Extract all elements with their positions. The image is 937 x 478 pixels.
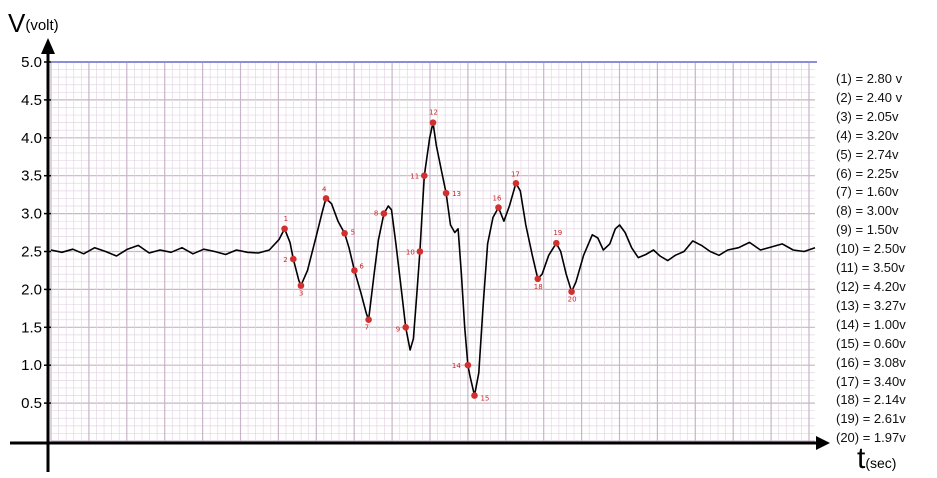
point-marker-13	[442, 189, 450, 197]
legend-entry: (5) = 2.74v	[836, 146, 899, 162]
legend-entry: (4) = 3.20v	[836, 127, 899, 143]
point-label-19: 19	[553, 229, 562, 237]
legend-entry: (12) = 4.20v	[836, 278, 906, 294]
x-axis-unit: (sec)	[865, 455, 897, 471]
point-marker-16	[495, 204, 502, 211]
legend-entry: (13) = 3.27v	[836, 297, 906, 313]
legend-entry: (11) = 3.50v	[836, 260, 905, 276]
point-label-18: 18	[534, 283, 543, 291]
legend-entry: (3) = 2.05v	[836, 108, 899, 124]
y-tick-label: 2.5	[21, 244, 42, 261]
point-marker-2	[289, 255, 297, 263]
y-tick-label: 4.5	[21, 92, 42, 109]
point-marker-10	[416, 248, 424, 255]
point-label-20: 20	[568, 296, 577, 304]
y-tick-label: 0.5	[21, 395, 42, 412]
point-marker-12	[429, 119, 437, 126]
legend-entry: (9) = 1.50v	[836, 222, 899, 238]
voltage-chart: 0.51.01.52.02.53.03.54.04.55.0 123456789…	[8, 8, 830, 472]
x-axis-title-block: t(sec)	[857, 442, 896, 476]
point-marker-8	[380, 210, 388, 217]
legend-entry: (18) = 2.14v	[836, 392, 906, 408]
point-marker-4	[322, 195, 330, 202]
legend-entry: (19) = 2.61v	[836, 411, 906, 427]
y-tick-label: 5.0	[21, 54, 42, 71]
legend-entry: (20) = 1.97v	[836, 430, 906, 446]
legend-entry: (6) = 2.25v	[836, 165, 899, 181]
x-axis-label: t	[857, 442, 866, 475]
point-label-4: 4	[322, 185, 327, 193]
point-marker-5	[341, 230, 348, 237]
point-marker-7	[365, 316, 372, 324]
point-label-16: 16	[492, 195, 501, 203]
y-tick-label: 4.0	[21, 130, 42, 147]
x-axis-arrow-icon	[816, 436, 830, 450]
legend-entry: (14) = 1.00v	[836, 316, 906, 332]
point-label-15: 15	[480, 395, 489, 403]
point-marker-18	[534, 275, 542, 283]
point-label-5: 5	[351, 228, 355, 236]
point-label-11: 11	[410, 173, 419, 181]
point-marker-20	[568, 288, 575, 295]
point-label-13: 13	[452, 190, 461, 198]
point-marker-3	[297, 282, 305, 289]
y-tick-label: 1.0	[21, 357, 42, 374]
y-tick-label: 3.0	[21, 206, 42, 223]
legend-entry: (16) = 3.08v	[836, 354, 906, 370]
legend-entry: (2) = 2.40 v	[836, 89, 903, 105]
point-label-6: 6	[359, 262, 364, 270]
y-tick-label: 1.5	[21, 319, 42, 336]
point-label-7: 7	[365, 324, 369, 332]
point-label-8: 8	[374, 210, 378, 218]
point-marker-9	[402, 324, 410, 331]
point-label-12: 12	[429, 109, 438, 117]
legend-entry: (1) = 2.80 v	[836, 71, 903, 86]
y-tick-label: 2.0	[21, 281, 42, 298]
point-marker-11	[420, 172, 428, 179]
point-label-3: 3	[299, 290, 303, 298]
legend-entry: (17) = 3.40v	[836, 373, 906, 389]
point-label-1: 1	[284, 215, 288, 223]
point-marker-15	[471, 392, 478, 399]
point-label-9: 9	[396, 325, 400, 333]
legend-entry: (15) = 0.60v	[836, 335, 906, 351]
point-label-10: 10	[406, 249, 415, 257]
point-marker-1	[281, 225, 288, 233]
y-tick-labels: 0.5 1.0 1.5 2.0 2.5 3.0 3.5 4.0 4.5 5.0	[21, 54, 51, 412]
point-marker-6	[351, 267, 358, 274]
y-axis-title: V(volt)	[8, 8, 59, 38]
point-marker-19	[553, 239, 560, 247]
point-label-2: 2	[283, 256, 287, 264]
point-marker-17	[512, 179, 520, 187]
point-label-17: 17	[511, 170, 520, 178]
point-label-14: 14	[452, 362, 461, 370]
y-axis-arrow-icon	[41, 38, 55, 54]
value-legend: (1) = 2.80 v (2) = 2.40 v (3) = 2.05v (4) =…	[836, 70, 936, 448]
legend-entry: (7) = 1.60v	[836, 184, 899, 200]
legend-entry: (10) = 2.50v	[836, 241, 906, 257]
legend-entry: (8) = 3.00v	[836, 203, 899, 219]
point-marker-14	[464, 361, 472, 369]
y-tick-label: 3.5	[21, 168, 42, 185]
chart-axes	[10, 38, 830, 472]
